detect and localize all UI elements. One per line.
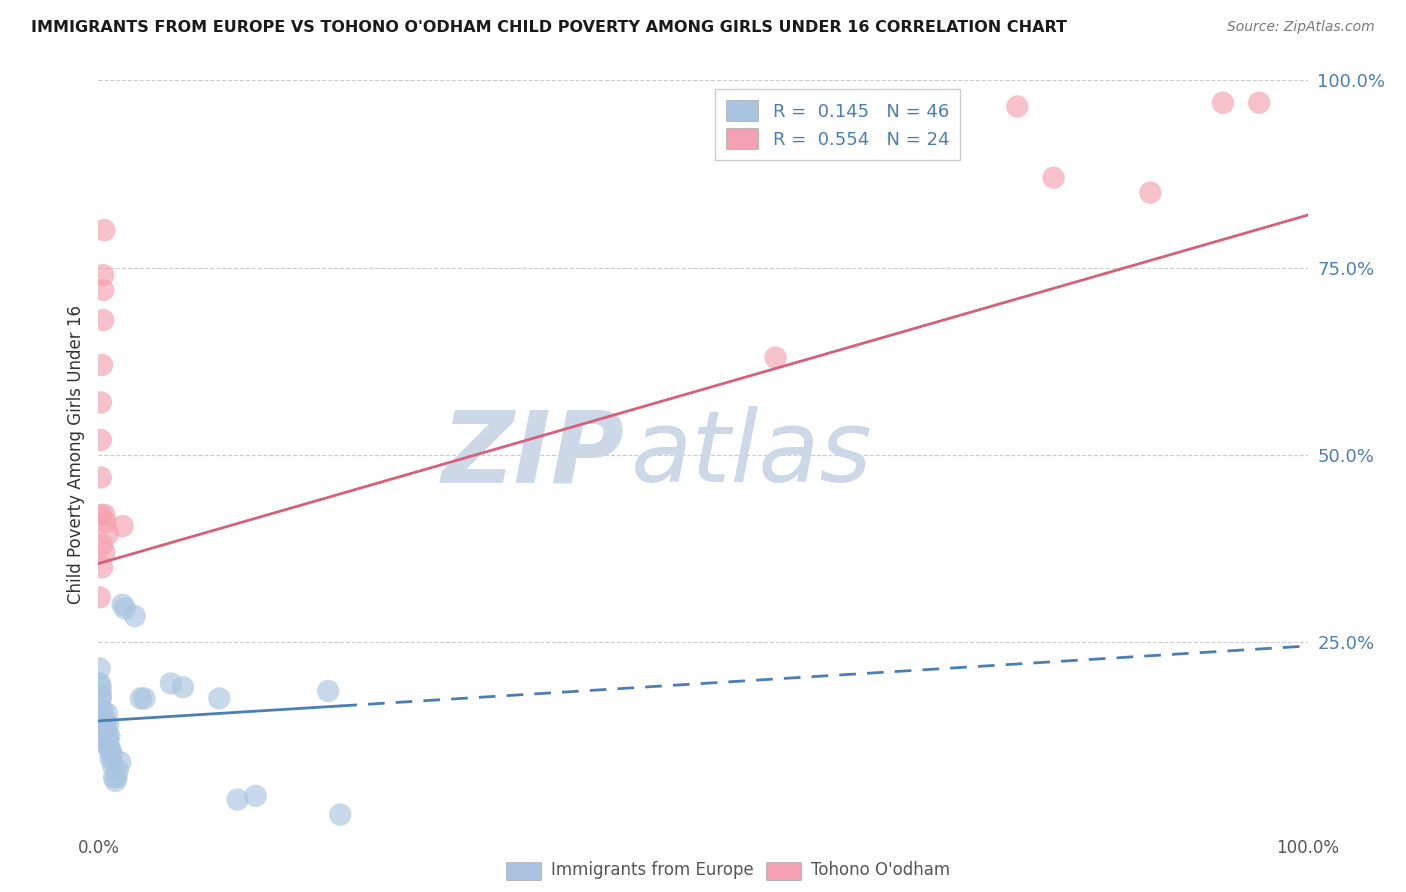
Point bbox=[91, 358, 114, 372]
Point bbox=[93, 223, 115, 237]
Point bbox=[91, 268, 114, 282]
Point bbox=[103, 770, 125, 784]
Point bbox=[100, 751, 122, 765]
Point bbox=[96, 725, 118, 739]
Point bbox=[111, 519, 134, 533]
Point bbox=[98, 740, 121, 755]
Point bbox=[226, 792, 249, 806]
Point bbox=[90, 395, 112, 409]
Point bbox=[765, 351, 787, 365]
Point bbox=[108, 755, 131, 769]
Point bbox=[89, 661, 111, 675]
Point bbox=[90, 680, 112, 694]
Point bbox=[100, 744, 122, 758]
Point bbox=[1212, 95, 1234, 110]
Point bbox=[91, 313, 114, 327]
Point bbox=[91, 722, 114, 736]
Point bbox=[208, 691, 231, 706]
Point bbox=[91, 717, 114, 731]
Point bbox=[97, 732, 120, 747]
Legend: R =  0.145   N = 46, R =  0.554   N = 24: R = 0.145 N = 46, R = 0.554 N = 24 bbox=[714, 89, 960, 160]
Point bbox=[104, 773, 127, 788]
Point bbox=[160, 676, 183, 690]
Point bbox=[316, 684, 339, 698]
Point bbox=[134, 691, 156, 706]
Text: Source: ZipAtlas.com: Source: ZipAtlas.com bbox=[1227, 20, 1375, 34]
Point bbox=[94, 729, 117, 743]
Text: Tohono O'odham: Tohono O'odham bbox=[811, 861, 950, 879]
Point bbox=[129, 691, 152, 706]
Point bbox=[100, 747, 122, 762]
Point bbox=[172, 680, 194, 694]
Point bbox=[97, 526, 120, 541]
Point bbox=[91, 560, 114, 574]
Point bbox=[91, 729, 114, 743]
Point bbox=[90, 691, 112, 706]
Point bbox=[245, 789, 267, 803]
Point bbox=[93, 545, 115, 559]
Point bbox=[90, 470, 112, 484]
Text: ZIP: ZIP bbox=[441, 407, 624, 503]
Point bbox=[1042, 170, 1064, 185]
Point bbox=[90, 508, 112, 522]
Point bbox=[124, 609, 146, 624]
Point bbox=[89, 676, 111, 690]
Point bbox=[93, 725, 115, 739]
Text: IMMIGRANTS FROM EUROPE VS TOHONO O'ODHAM CHILD POVERTY AMONG GIRLS UNDER 16 CORR: IMMIGRANTS FROM EUROPE VS TOHONO O'ODHAM… bbox=[31, 20, 1067, 35]
Point bbox=[96, 706, 118, 721]
Point bbox=[1007, 99, 1029, 113]
Point bbox=[98, 729, 121, 743]
Point bbox=[91, 283, 114, 297]
Point bbox=[111, 598, 134, 612]
Point bbox=[1249, 95, 1271, 110]
Point bbox=[107, 763, 129, 777]
Point bbox=[93, 736, 115, 750]
Point bbox=[91, 703, 114, 717]
Point bbox=[94, 516, 117, 530]
Point bbox=[90, 688, 112, 702]
Point bbox=[1139, 186, 1161, 200]
Point bbox=[94, 722, 117, 736]
Point bbox=[97, 717, 120, 731]
Point bbox=[91, 714, 114, 728]
Point bbox=[105, 770, 128, 784]
Point bbox=[93, 732, 115, 747]
Point bbox=[91, 538, 114, 552]
Point bbox=[329, 807, 352, 822]
Point bbox=[94, 714, 117, 728]
Point bbox=[90, 433, 112, 447]
Text: atlas: atlas bbox=[630, 407, 872, 503]
Point bbox=[91, 706, 114, 721]
Point bbox=[934, 99, 956, 113]
Text: Immigrants from Europe: Immigrants from Europe bbox=[551, 861, 754, 879]
Point bbox=[93, 508, 115, 522]
Point bbox=[114, 601, 136, 615]
Point bbox=[89, 591, 111, 605]
Point bbox=[97, 736, 120, 750]
Point bbox=[101, 759, 124, 773]
Y-axis label: Child Poverty Among Girls Under 16: Child Poverty Among Girls Under 16 bbox=[66, 305, 84, 605]
Point bbox=[91, 725, 114, 739]
